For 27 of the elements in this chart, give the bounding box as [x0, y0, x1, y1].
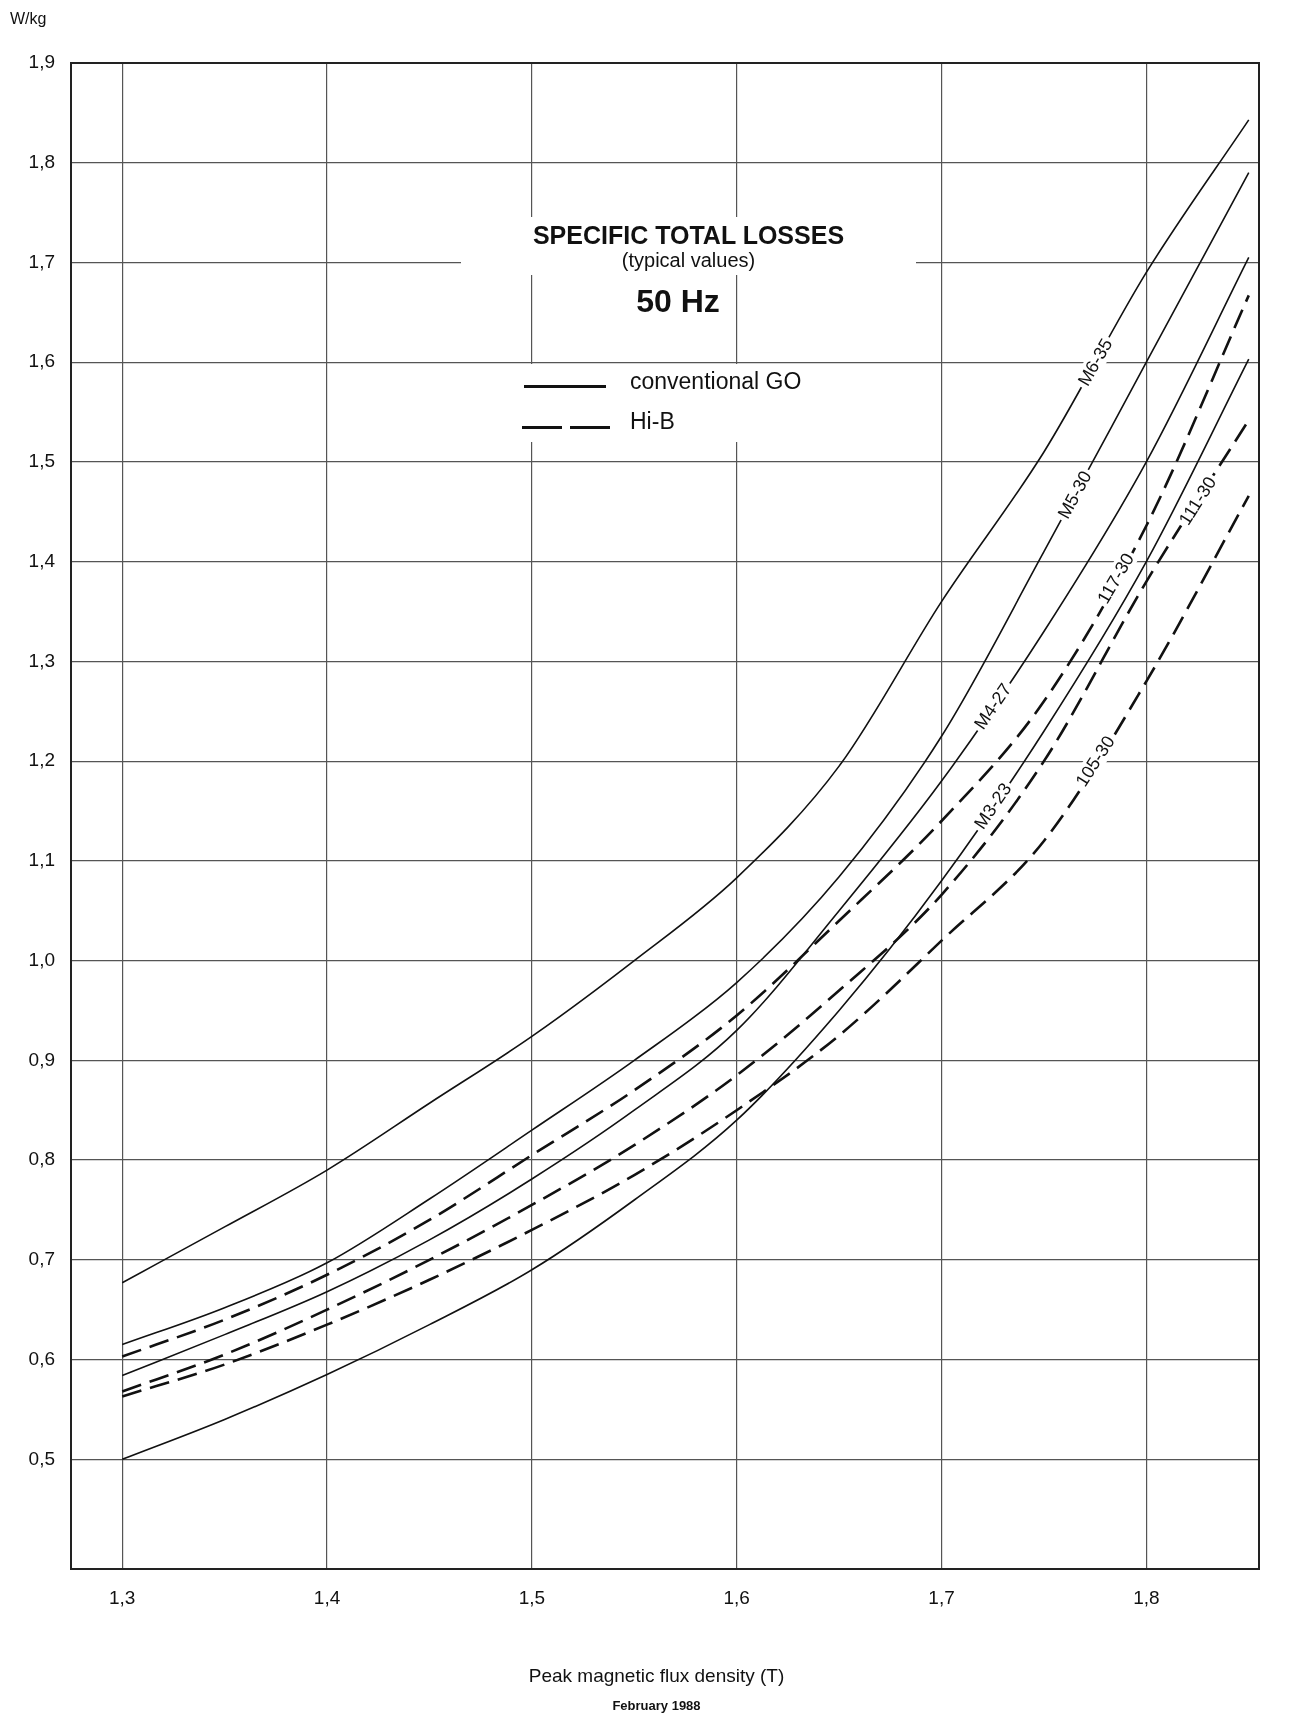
x-tick-label: 1,4: [313, 1586, 341, 1608]
text: February 1988: [611, 1698, 702, 1713]
y-tick-label: 0,5: [28, 1447, 55, 1469]
y-tick-label: 1,9: [28, 51, 55, 73]
x-tick-label: 1,3: [109, 1586, 136, 1608]
title-panel: SPECIFIC TOTAL LOSSES (typical values): [461, 217, 916, 275]
y-tick-label: 1,8: [28, 150, 55, 172]
x-axis-title: Peak magnetic flux density (T): [527, 1665, 786, 1687]
x-tick-label: 1,7: [928, 1586, 955, 1608]
y-tick-label: 1,1: [28, 849, 55, 871]
y-tick-label: 1,0: [28, 948, 55, 970]
y-tick-label: 1,7: [28, 250, 55, 272]
y-tick-label: 1,5: [28, 450, 55, 472]
y-axis-title: W/kg: [10, 10, 47, 28]
annotation: conventional GO: [630, 368, 802, 395]
y-tick-label: 0,9: [28, 1048, 55, 1070]
y-tick-label: 1,2: [28, 749, 55, 771]
annotation: Hi-B: [630, 408, 675, 435]
y-tick-label: 1,3: [28, 649, 55, 671]
x-tick-label: 1,6: [723, 1586, 750, 1608]
x-tick-label: 1,8: [1133, 1586, 1160, 1608]
y-tick-label: 1,4: [28, 549, 56, 571]
y-tick-label: 1,6: [28, 350, 55, 372]
y-tick-label: 0,8: [28, 1148, 55, 1170]
x-tick-label: 1,5: [518, 1586, 546, 1608]
y-tick-label: 0,7: [28, 1248, 55, 1270]
y-tick-label: 0,6: [28, 1347, 55, 1369]
